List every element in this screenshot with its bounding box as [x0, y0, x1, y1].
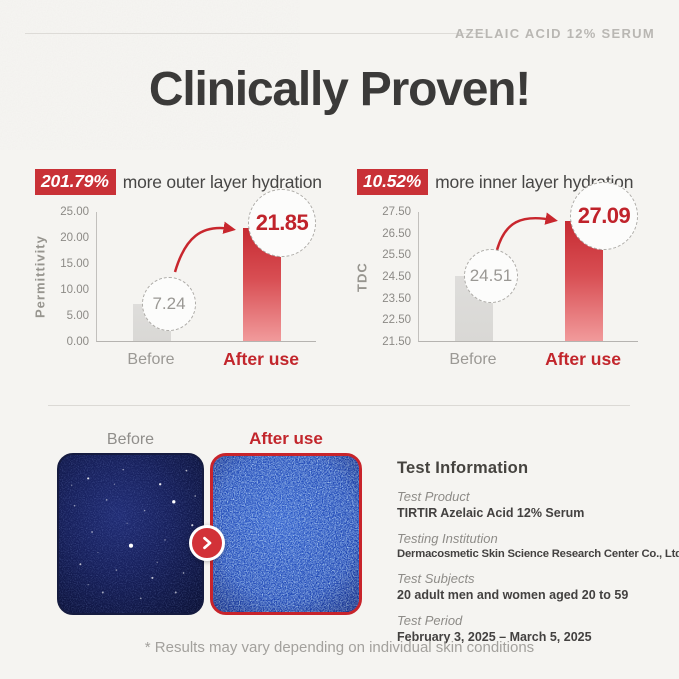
y-tick: 20.00: [60, 232, 89, 244]
brand-label: AZELAIC ACID 12% SERUM: [454, 26, 655, 41]
y-tick: 23.50: [382, 292, 411, 305]
value-bubble-after: 27.09: [570, 181, 638, 250]
y-axis-ticks: 25.00 20.00 15.00 10.00 5.00 0.00: [50, 206, 96, 348]
chart-caption: more inner layer hydration: [435, 171, 634, 192]
y-tick: 5.00: [66, 310, 89, 322]
comparison-after-label: After use: [249, 429, 323, 448]
microscopy-image-before: [57, 453, 204, 615]
x-label-before: Before: [449, 351, 497, 368]
curved-arrow-icon: [173, 221, 236, 273]
y-axis-label: TDC: [354, 262, 370, 292]
test-information: Test Information Test Product TIRTIR Aze…: [397, 459, 679, 644]
plot-area: 7.24 21.85: [96, 189, 316, 342]
x-axis-labels: Before After use: [96, 347, 318, 373]
x-label-after: After use: [545, 349, 621, 369]
y-tick: 26.50: [382, 227, 411, 240]
y-tick: 10.00: [60, 284, 89, 296]
microscopy-image-after: [210, 453, 362, 615]
curved-arrow-icon: [495, 212, 558, 251]
chart-outer-hydration: 201.79% more outer layer hydration Permi…: [30, 168, 348, 373]
comparison-before-label: Before: [106, 431, 155, 448]
header-rule: [25, 33, 485, 34]
disclaimer-text: * Results may vary depending on individu…: [144, 639, 535, 656]
chart-outer-headline: 201.79% more outer layer hydration: [35, 168, 348, 196]
value-bubble-before: 7.24: [142, 276, 196, 331]
before-skin-texture: [59, 455, 202, 613]
value-after: 21.85: [255, 210, 309, 236]
value-bubble-after: 21.85: [248, 189, 316, 258]
y-axis-label: Permittivity: [32, 235, 48, 319]
chart-inner-hydration: 10.52% more inner layer hydration TDC 27…: [352, 168, 670, 373]
y-tick: 25.50: [382, 249, 411, 262]
testing-institution-label: Testing Institution: [397, 531, 498, 546]
x-label-after: After use: [223, 349, 299, 369]
y-axis-ticks: 27.50 26.50 25.50 24.50 23.50 22.50 21.5…: [372, 206, 418, 348]
value-after: 27.09: [577, 202, 631, 228]
chart-inner-headline: 10.52% more inner layer hydration: [357, 168, 670, 196]
percent-badge: 201.79%: [35, 169, 116, 195]
y-tick: 0.00: [66, 336, 89, 348]
testing-institution-value: Dermacosmetic Skin Science Research Cent…: [397, 548, 679, 560]
test-product-label: Test Product: [397, 489, 470, 504]
value-before: 7.24: [152, 293, 186, 313]
x-axis-labels: Before After use: [418, 347, 640, 373]
test-period-label: Test Period: [397, 613, 463, 628]
y-tick: 24.50: [382, 271, 411, 283]
y-tick: 15.00: [60, 258, 89, 270]
star-dots: [70, 468, 196, 600]
y-tick: 22.50: [382, 314, 411, 327]
chart-caption: more outer layer hydration: [122, 171, 322, 192]
page-title: Clinically Proven!: [148, 63, 531, 116]
chevron-right-icon: [189, 525, 225, 561]
plot-area: 24.51 27.09: [418, 181, 638, 342]
y-tick: 21.50: [382, 336, 411, 348]
test-product-value: TIRTIR Azelaic Acid 12% Serum: [397, 506, 585, 520]
percent-badge: 10.52%: [357, 169, 429, 195]
x-label-before: Before: [127, 351, 175, 368]
y-tick: 27.50: [382, 206, 411, 218]
test-period-value: February 3, 2025 – March 5, 2025: [397, 630, 592, 644]
value-bubble-before: 24.51: [464, 249, 518, 304]
test-subjects-value: 20 adult men and women aged 20 to 59: [397, 588, 629, 602]
after-skin-texture: [213, 456, 359, 612]
test-info-heading: Test Information: [397, 459, 529, 477]
y-tick: 25.00: [60, 206, 89, 218]
test-subjects-label: Test Subjects: [397, 571, 475, 586]
value-before: 24.51: [469, 266, 513, 286]
section-divider: [48, 405, 630, 406]
